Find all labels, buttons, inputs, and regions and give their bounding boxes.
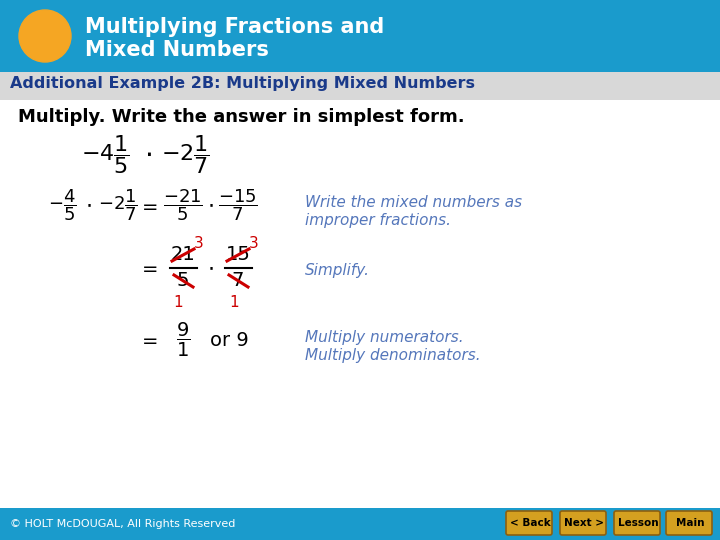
Text: $\cdot$: $\cdot$ xyxy=(144,141,152,169)
Text: improper fractions.: improper fractions. xyxy=(305,213,451,228)
Text: 7: 7 xyxy=(232,272,244,291)
Text: $=$: $=$ xyxy=(138,259,158,278)
Text: Multiply. Write the answer in simplest form.: Multiply. Write the answer in simplest f… xyxy=(18,108,464,126)
Text: $\dfrac{9}{1}$: $\dfrac{9}{1}$ xyxy=(176,321,190,359)
FancyBboxPatch shape xyxy=(506,511,552,535)
Text: 1: 1 xyxy=(174,295,183,310)
Text: $\dfrac{-15}{7}$: $\dfrac{-15}{7}$ xyxy=(218,187,258,223)
Text: Additional Example 2B: Multiplying Mixed Numbers: Additional Example 2B: Multiplying Mixed… xyxy=(10,76,475,91)
Text: Multiply denominators.: Multiply denominators. xyxy=(305,348,481,363)
Text: 15: 15 xyxy=(225,246,251,265)
Text: Lesson: Lesson xyxy=(618,518,658,528)
Text: Simplify.: Simplify. xyxy=(305,263,370,278)
Text: $\cdot$: $\cdot$ xyxy=(85,195,91,215)
Text: 21: 21 xyxy=(171,246,195,265)
Text: $-2\dfrac{1}{7}$: $-2\dfrac{1}{7}$ xyxy=(98,187,138,223)
Bar xyxy=(0,508,720,540)
Text: $-2\dfrac{1}{7}$: $-2\dfrac{1}{7}$ xyxy=(161,133,210,177)
Text: $\cdot$: $\cdot$ xyxy=(207,195,213,215)
Circle shape xyxy=(19,10,71,62)
Bar xyxy=(0,100,720,508)
Text: Multiplying Fractions and: Multiplying Fractions and xyxy=(85,17,384,37)
Text: 5: 5 xyxy=(176,272,189,291)
Text: Main: Main xyxy=(676,518,704,528)
Text: $-\dfrac{4}{5}$: $-\dfrac{4}{5}$ xyxy=(48,187,76,223)
Text: Mixed Numbers: Mixed Numbers xyxy=(85,40,269,60)
Text: © HOLT McDOUGAL, All Rights Reserved: © HOLT McDOUGAL, All Rights Reserved xyxy=(10,519,235,529)
FancyBboxPatch shape xyxy=(614,511,660,535)
Text: 1: 1 xyxy=(229,295,239,310)
Text: $\cdot$: $\cdot$ xyxy=(207,258,213,278)
Bar xyxy=(0,72,720,100)
Text: or 9: or 9 xyxy=(210,330,248,349)
Text: Next >: Next > xyxy=(564,518,604,528)
Text: $\dfrac{-21}{5}$: $\dfrac{-21}{5}$ xyxy=(163,187,203,223)
Text: 3: 3 xyxy=(194,235,204,251)
FancyBboxPatch shape xyxy=(666,511,712,535)
Text: 3: 3 xyxy=(249,235,258,251)
Text: < Back: < Back xyxy=(510,518,550,528)
Bar xyxy=(0,0,720,72)
Text: $=$: $=$ xyxy=(138,330,158,349)
FancyBboxPatch shape xyxy=(560,511,606,535)
Text: $-4\dfrac{1}{5}$: $-4\dfrac{1}{5}$ xyxy=(81,133,130,177)
Text: Write the mixed numbers as: Write the mixed numbers as xyxy=(305,195,522,210)
Text: $=$: $=$ xyxy=(138,195,158,214)
Text: Multiply numerators.: Multiply numerators. xyxy=(305,330,464,345)
